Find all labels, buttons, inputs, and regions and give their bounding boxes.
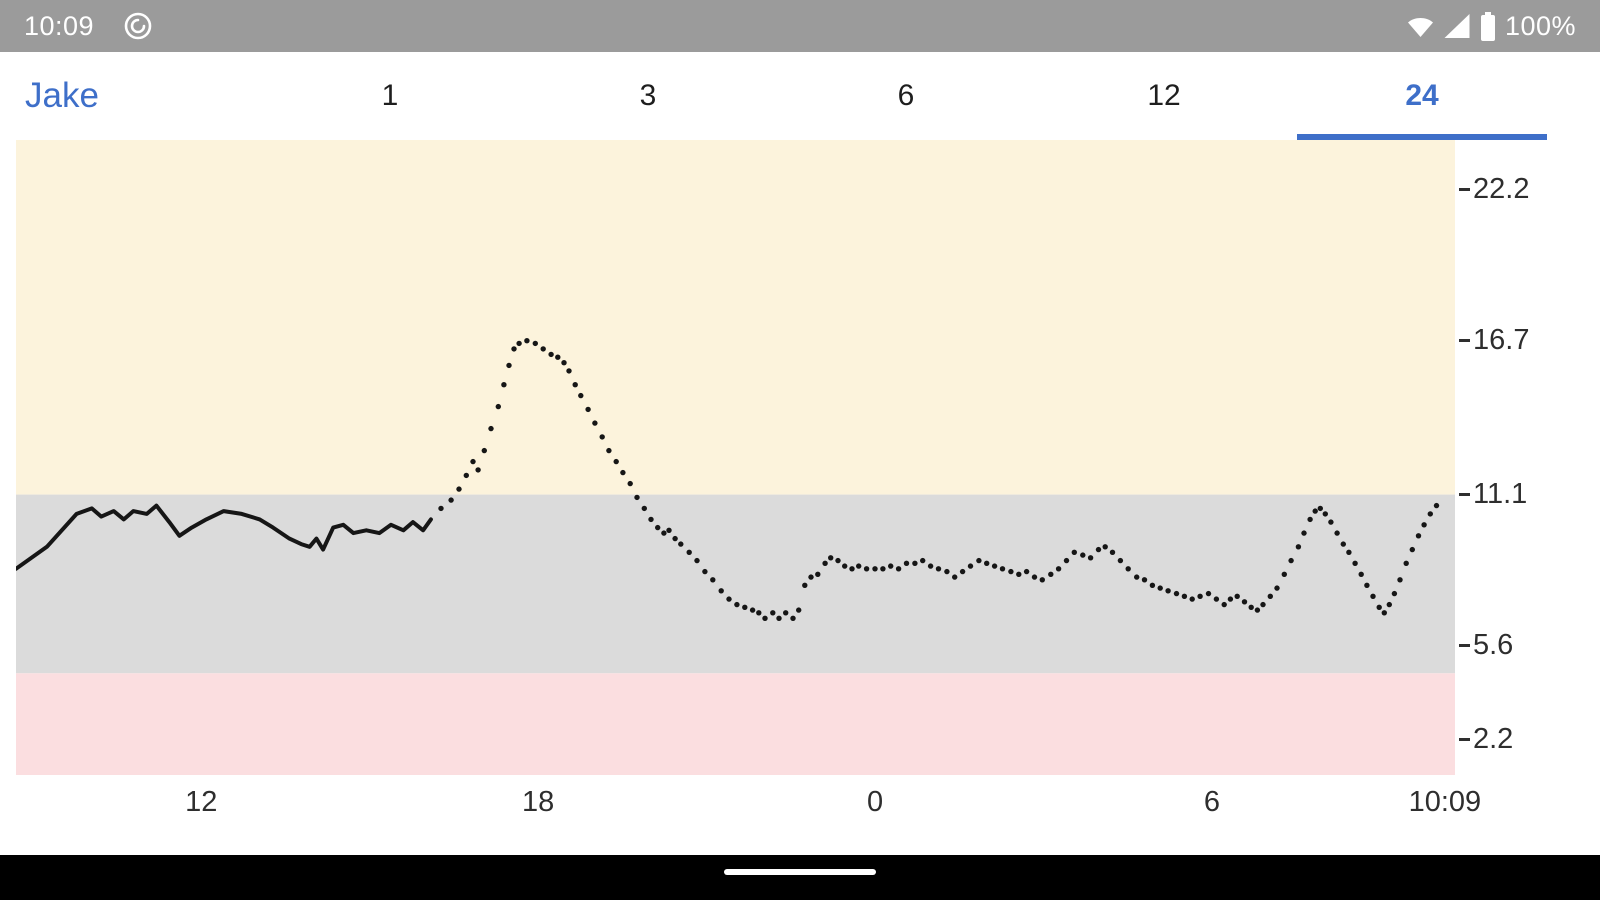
x-tick-label: 18	[522, 786, 555, 818]
x-tick-label: 6	[1203, 786, 1220, 818]
x-tick-label: 12	[185, 786, 218, 818]
glucose-chart[interactable]	[16, 140, 1455, 775]
glucose-plot	[16, 140, 1455, 775]
y-tick-dash	[1459, 187, 1470, 191]
home-pill[interactable]	[724, 868, 876, 875]
y-tick-label: 5.6	[1459, 628, 1513, 664]
app-notification-icon	[124, 12, 152, 40]
y-tick-label: 22.2	[1459, 171, 1529, 207]
y-tick-label: 16.7	[1459, 323, 1529, 359]
y-tick-label: 2.2	[1459, 721, 1513, 757]
status-bar: 10:09 100%	[0, 0, 1600, 52]
status-bar-right: 100%	[1406, 11, 1576, 42]
navigation-bar	[0, 855, 1600, 900]
cellular-signal-icon	[1444, 14, 1470, 38]
tab-12h[interactable]: 12	[1147, 79, 1181, 112]
tab-6h[interactable]: 6	[897, 79, 915, 112]
tab-3h[interactable]: 3	[639, 79, 657, 112]
patient-name-label: Jake	[25, 76, 99, 115]
tab-bar-spacer	[1551, 52, 1600, 140]
y-tick-dash	[1459, 493, 1470, 497]
x-tick-label: 10:09	[1408, 786, 1482, 818]
y-tick-label: 11.1	[1459, 477, 1527, 513]
y-tick-dash	[1459, 737, 1470, 741]
y-tick-dash	[1459, 644, 1470, 648]
range-tabs: 1 3 6 12 24	[261, 52, 1551, 140]
wifi-icon	[1407, 18, 1433, 37]
y-tick-dash	[1459, 339, 1470, 343]
x-tick-label: 0	[866, 786, 884, 818]
status-bar-left: 10:09	[24, 10, 154, 42]
tab-24h[interactable]: 24	[1293, 52, 1551, 140]
battery-percent: 100%	[1504, 10, 1576, 41]
battery-icon	[1480, 11, 1495, 41]
tab-1h[interactable]: 1	[381, 79, 399, 112]
clock: 10:09	[24, 10, 95, 41]
range-tab-bar: Jake 1 3 6 12 24	[0, 52, 1600, 140]
